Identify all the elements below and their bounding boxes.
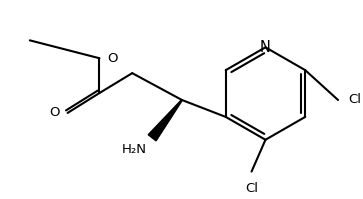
Text: H₂N: H₂N bbox=[122, 143, 147, 156]
Polygon shape bbox=[148, 100, 182, 141]
Text: Cl: Cl bbox=[245, 181, 258, 195]
Text: Cl: Cl bbox=[348, 94, 361, 106]
Text: O: O bbox=[49, 106, 60, 119]
Text: O: O bbox=[107, 52, 118, 65]
Text: N: N bbox=[260, 40, 271, 55]
